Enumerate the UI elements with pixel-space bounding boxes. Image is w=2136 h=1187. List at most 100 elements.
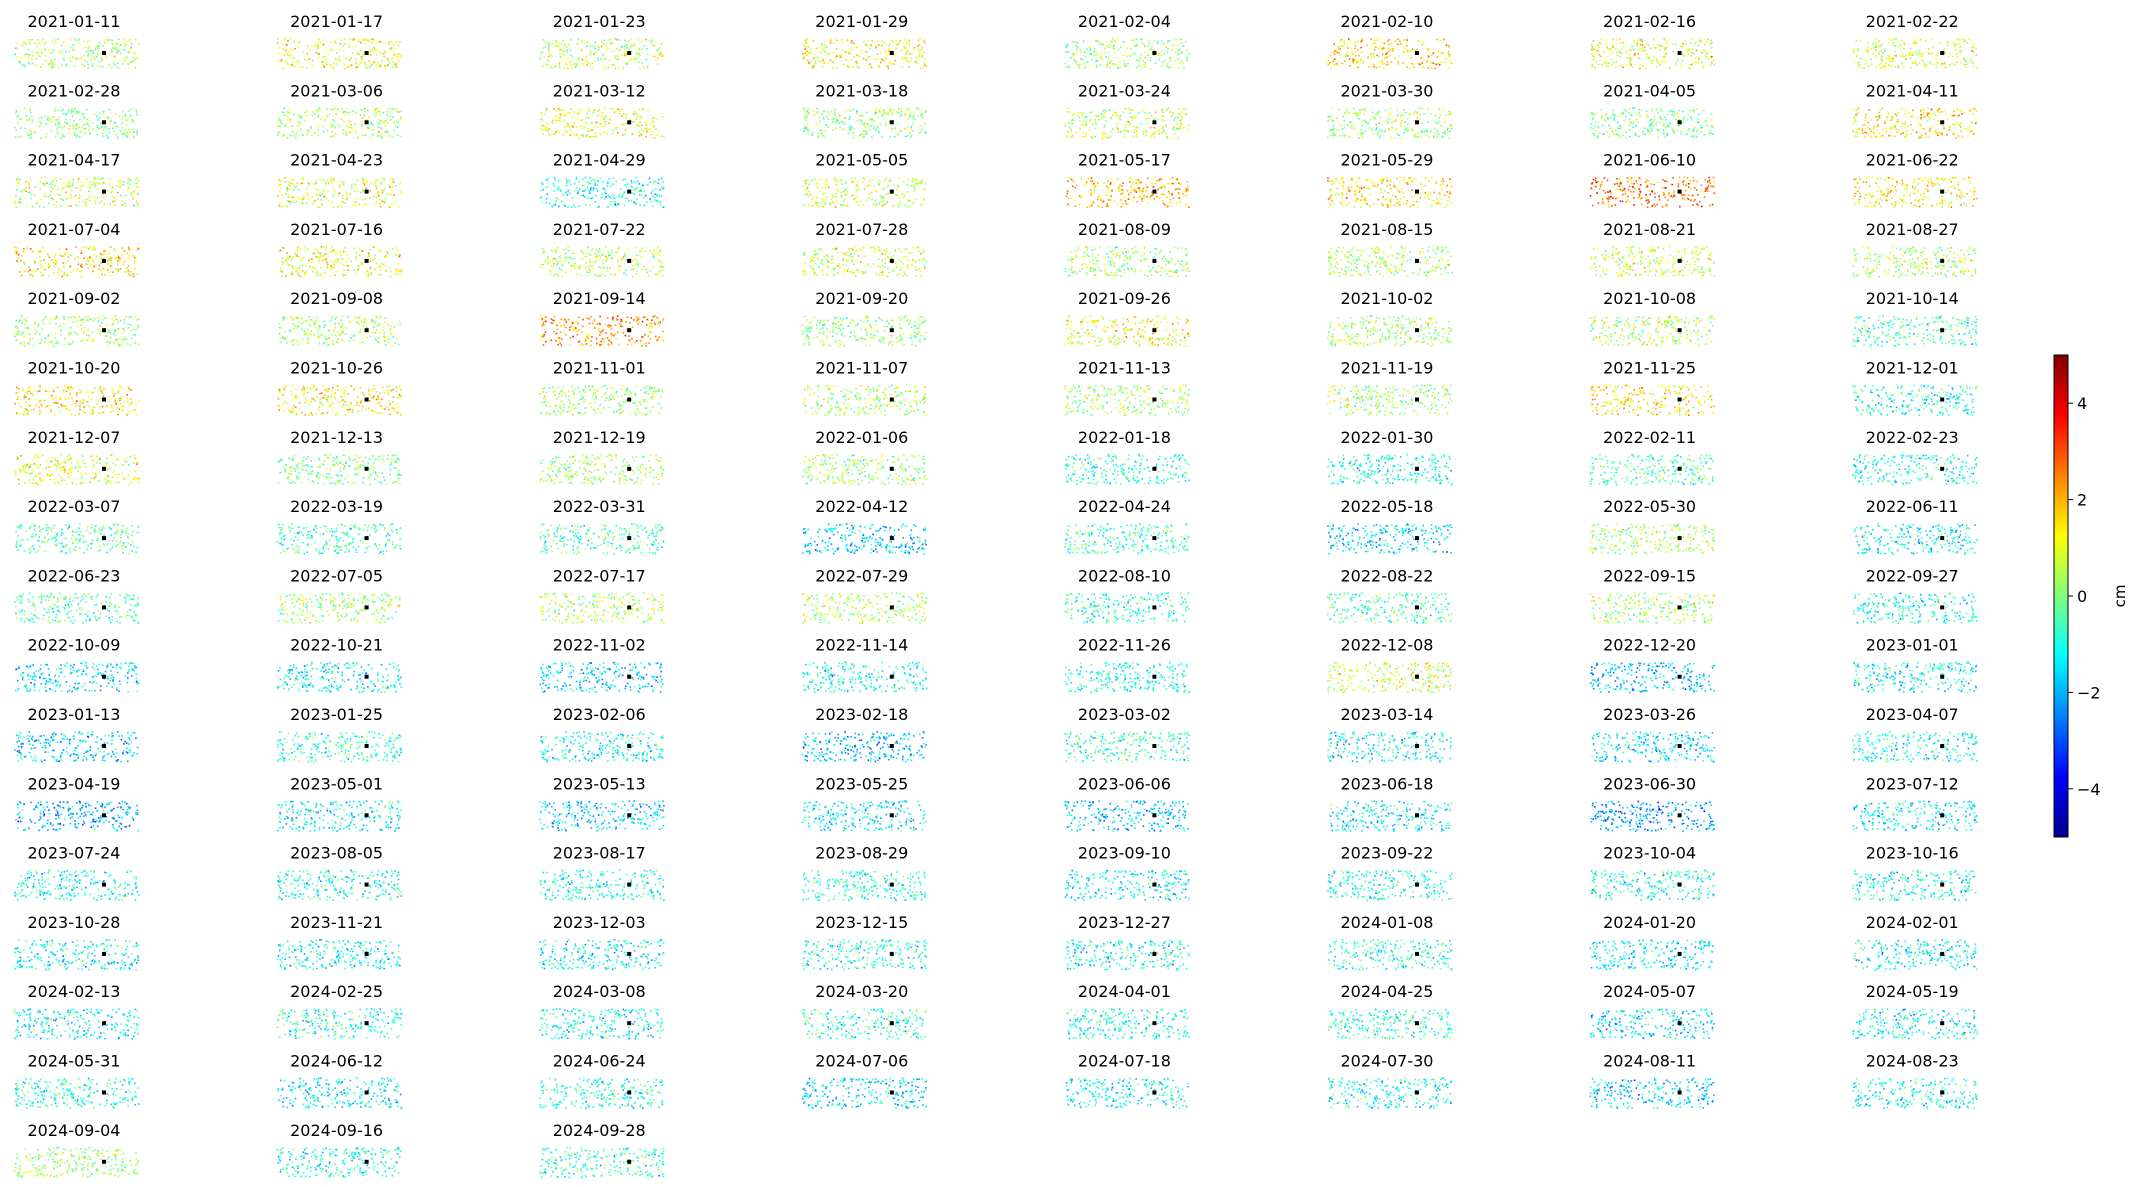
data-point — [1095, 53, 1097, 56]
data-point — [27, 56, 30, 58]
data-point — [1662, 132, 1665, 134]
data-point — [397, 60, 400, 63]
data-point — [652, 121, 654, 123]
data-point — [1947, 40, 1949, 43]
data-point — [597, 59, 600, 62]
data-point — [1400, 43, 1402, 45]
data-point — [1688, 48, 1690, 51]
data-point — [362, 51, 365, 54]
data-point — [1330, 194, 1332, 197]
data-point — [78, 126, 80, 129]
data-point — [1330, 134, 1333, 136]
data-point — [83, 184, 85, 187]
data-point — [1920, 124, 1923, 126]
data-point — [59, 198, 62, 200]
data-point — [651, 205, 654, 208]
data-point — [658, 195, 661, 197]
data-point — [87, 123, 89, 125]
data-point — [1641, 49, 1644, 51]
data-point — [347, 112, 349, 114]
data-point — [1867, 121, 1869, 124]
data-point — [1167, 182, 1169, 185]
data-point — [1657, 44, 1660, 46]
data-point — [879, 123, 882, 126]
data-point — [1346, 204, 1348, 206]
data-point — [1167, 190, 1170, 193]
data-point — [365, 203, 368, 205]
data-point — [578, 113, 580, 115]
data-point — [1367, 122, 1370, 125]
data-point — [1878, 40, 1880, 42]
data-point — [303, 195, 305, 198]
data-point — [625, 61, 628, 64]
data-point — [892, 205, 894, 207]
data-point — [632, 45, 635, 47]
data-point — [658, 130, 660, 132]
data-point — [806, 128, 808, 130]
data-point — [126, 135, 129, 137]
data-point — [1894, 135, 1896, 138]
data-point — [1644, 127, 1646, 129]
data-point — [1376, 54, 1378, 57]
data-point — [614, 203, 617, 205]
data-point — [545, 129, 547, 131]
data-point — [326, 116, 329, 118]
data-point — [96, 46, 98, 49]
data-point — [338, 59, 341, 61]
data-point — [1601, 116, 1603, 119]
data-point — [1688, 67, 1691, 70]
data-point — [39, 41, 41, 44]
data-point — [578, 137, 581, 139]
data-point — [882, 197, 884, 199]
data-point — [77, 179, 80, 182]
data-point — [806, 193, 809, 195]
data-point — [364, 42, 366, 45]
data-point — [371, 38, 374, 40]
data-point — [817, 111, 819, 113]
data-point — [1929, 61, 1932, 63]
data-point — [1620, 128, 1622, 130]
data-point — [1179, 52, 1182, 55]
data-point — [1876, 129, 1878, 131]
data-point — [290, 202, 292, 204]
data-point — [71, 124, 74, 126]
data-point — [1639, 38, 1641, 41]
data-point — [93, 177, 96, 179]
data-point — [132, 191, 134, 193]
data-point — [921, 204, 923, 207]
data-point — [97, 178, 100, 180]
data-point — [1359, 60, 1361, 63]
data-point — [1144, 57, 1146, 59]
data-point — [41, 63, 43, 66]
data-point — [1629, 60, 1632, 62]
data-point — [824, 51, 827, 54]
data-point — [1124, 129, 1127, 132]
data-point — [804, 52, 806, 55]
data-point — [1619, 41, 1622, 44]
data-point — [1428, 191, 1431, 193]
data-point — [58, 122, 60, 124]
data-point — [1067, 66, 1070, 69]
data-point — [829, 41, 832, 44]
data-point — [1394, 128, 1397, 131]
data-point — [855, 195, 858, 198]
data-point — [125, 134, 127, 137]
data-point — [1096, 60, 1099, 62]
data-point — [1703, 43, 1706, 46]
data-point — [104, 42, 106, 44]
data-point — [1356, 112, 1359, 115]
data-point — [379, 113, 382, 116]
data-point — [636, 113, 639, 116]
data-point — [72, 44, 75, 47]
data-point — [1606, 48, 1609, 50]
data-point — [284, 181, 287, 183]
data-point — [55, 177, 57, 179]
data-point — [558, 62, 561, 65]
panel-points — [1590, 107, 1714, 139]
data-point — [559, 56, 562, 58]
data-point — [299, 122, 302, 125]
data-point — [855, 200, 858, 203]
data-point — [1187, 129, 1189, 132]
data-point — [342, 45, 344, 48]
data-point — [1107, 199, 1110, 201]
